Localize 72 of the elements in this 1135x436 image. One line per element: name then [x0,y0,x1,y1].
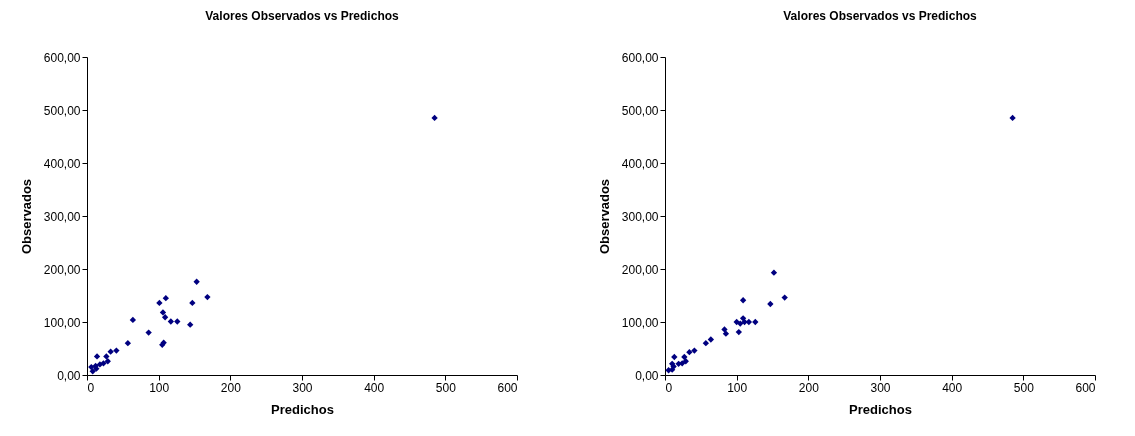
point [129,316,137,324]
point [671,353,678,361]
point [174,318,181,325]
point [675,360,682,368]
point [96,361,104,368]
point [781,294,788,301]
x-axis-title: Predichos [849,401,912,417]
point [702,340,710,347]
point [161,314,169,321]
point [722,330,730,337]
point [1009,114,1016,122]
point [735,328,742,336]
chart-title: Valores Observados vs Predichos [783,9,978,23]
point [189,299,196,307]
point [187,321,194,328]
point [745,318,753,326]
point [721,326,728,333]
point [193,278,200,285]
y-tick-label: 300,00 [43,209,81,224]
point [145,329,152,336]
point [770,269,778,276]
point [752,318,759,326]
y-tick-label: 200,00 [43,262,81,277]
y-tick-label: 400,00 [621,156,659,171]
x-tick-label: 500 [435,380,457,395]
y-tick-label: 0,00 [57,368,81,383]
point [739,297,747,304]
x-tick-label: 500 [1013,380,1035,395]
x-axis-title: Predichos [271,401,334,417]
x-tick-label: 600 [497,380,518,395]
point [156,299,163,307]
y-axis-title: Observados [596,178,612,255]
x-tick-label: 0 [87,380,95,395]
point [162,294,169,302]
y-tick-label: 200,00 [621,262,659,277]
x-tick-label: 400 [364,380,385,395]
y-tick-label: 500,00 [43,103,81,118]
x-tick-label: 600 [1075,380,1096,395]
y-tick-label: 600,00 [621,50,659,65]
x-tick-label: 0 [665,380,673,395]
point [159,309,167,316]
y-tick-label: 300,00 [621,209,659,224]
point [737,320,744,327]
y-tick-label: 500,00 [621,103,659,118]
point [204,293,211,301]
x-tick-label: 100 [727,380,748,395]
point [767,300,774,308]
point [124,340,132,347]
point [107,348,114,355]
point [707,336,715,343]
point [686,349,693,356]
y-tick-label: 600,00 [43,50,81,65]
x-tick-label: 100 [149,380,170,395]
x-tick-label: 200 [798,380,820,395]
point [113,347,120,354]
point [103,353,110,360]
point [93,353,101,360]
y-tick-label: 400,00 [43,156,81,171]
chart-title: Valores Observados vs Predichos [205,9,400,23]
x-tick-label: 300 [292,380,313,395]
point [691,347,698,354]
x-tick-label: 300 [870,380,891,395]
y-tick-label: 100,00 [621,315,659,330]
point [89,368,96,375]
point [431,114,438,122]
point [104,358,111,365]
x-tick-label: 200 [220,380,242,395]
y-tick-label: 0,00 [635,368,659,383]
y-tick-label: 100,00 [43,315,81,330]
point [167,318,175,325]
x-tick-label: 400 [942,380,963,395]
y-axis-title: Observados [18,178,34,255]
